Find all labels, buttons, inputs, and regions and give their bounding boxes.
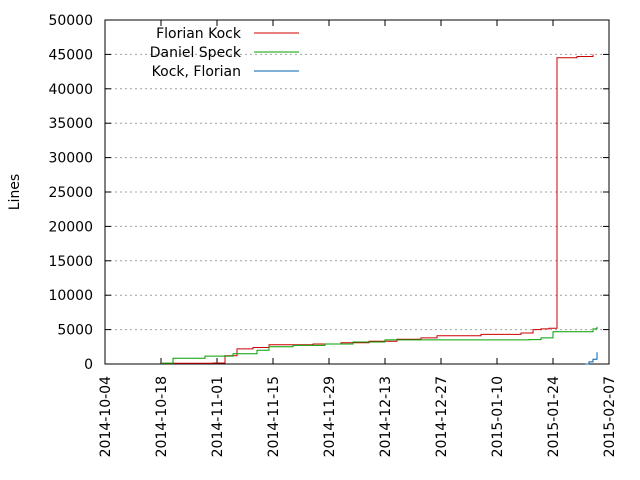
y-tick-label: 50000	[48, 13, 93, 29]
x-tick-label: 2014-12-27	[434, 376, 450, 457]
legend: Florian Kock Daniel Speck Kock, Florian	[150, 26, 299, 80]
series-line-2	[585, 352, 598, 365]
x-tick-label: 2014-11-01	[210, 376, 226, 457]
x-tick-label: 2015-01-10	[490, 376, 506, 457]
series-line-1	[161, 326, 598, 364]
series-line-0	[161, 54, 594, 364]
x-tick-label: 2015-01-24	[546, 376, 562, 457]
x-tick-label: 2014-10-18	[154, 376, 170, 457]
grid-lines	[105, 53, 609, 331]
x-tick-label: 2014-11-29	[322, 376, 338, 457]
legend-entry-label: Daniel Speck	[150, 45, 242, 61]
y-tick-label: 0	[84, 357, 93, 373]
y-tick-label: 45000	[48, 47, 93, 63]
y-tick-label: 30000	[48, 151, 93, 167]
x-tick-label: 2015-02-07	[602, 376, 618, 457]
x-tick-label: 2014-10-04	[98, 376, 114, 457]
x-axis: 2014-10-04 2014-10-18 2014-11-01 2014-11-15…	[98, 20, 618, 457]
legend-entry-label: Kock, Florian	[152, 64, 241, 80]
y-tick-label: 40000	[48, 82, 93, 98]
y-tick-label: 10000	[48, 288, 93, 304]
y-tick-label: 15000	[48, 254, 93, 270]
x-tick-label: 2014-11-15	[266, 376, 282, 457]
series-lines	[161, 54, 598, 365]
y-tick-label: 20000	[48, 219, 93, 235]
y-tick-label: 25000	[48, 185, 93, 201]
y-tick-label: 35000	[48, 116, 93, 132]
x-tick-label: 2014-12-13	[378, 376, 394, 457]
y-axis: 0 5000 10000 15000 20000 25000 30000 35000 40000…	[48, 13, 609, 373]
y-axis-label: Lines	[7, 174, 23, 210]
y-tick-label: 5000	[57, 323, 93, 339]
legend-entry-label: Florian Kock	[156, 26, 242, 42]
